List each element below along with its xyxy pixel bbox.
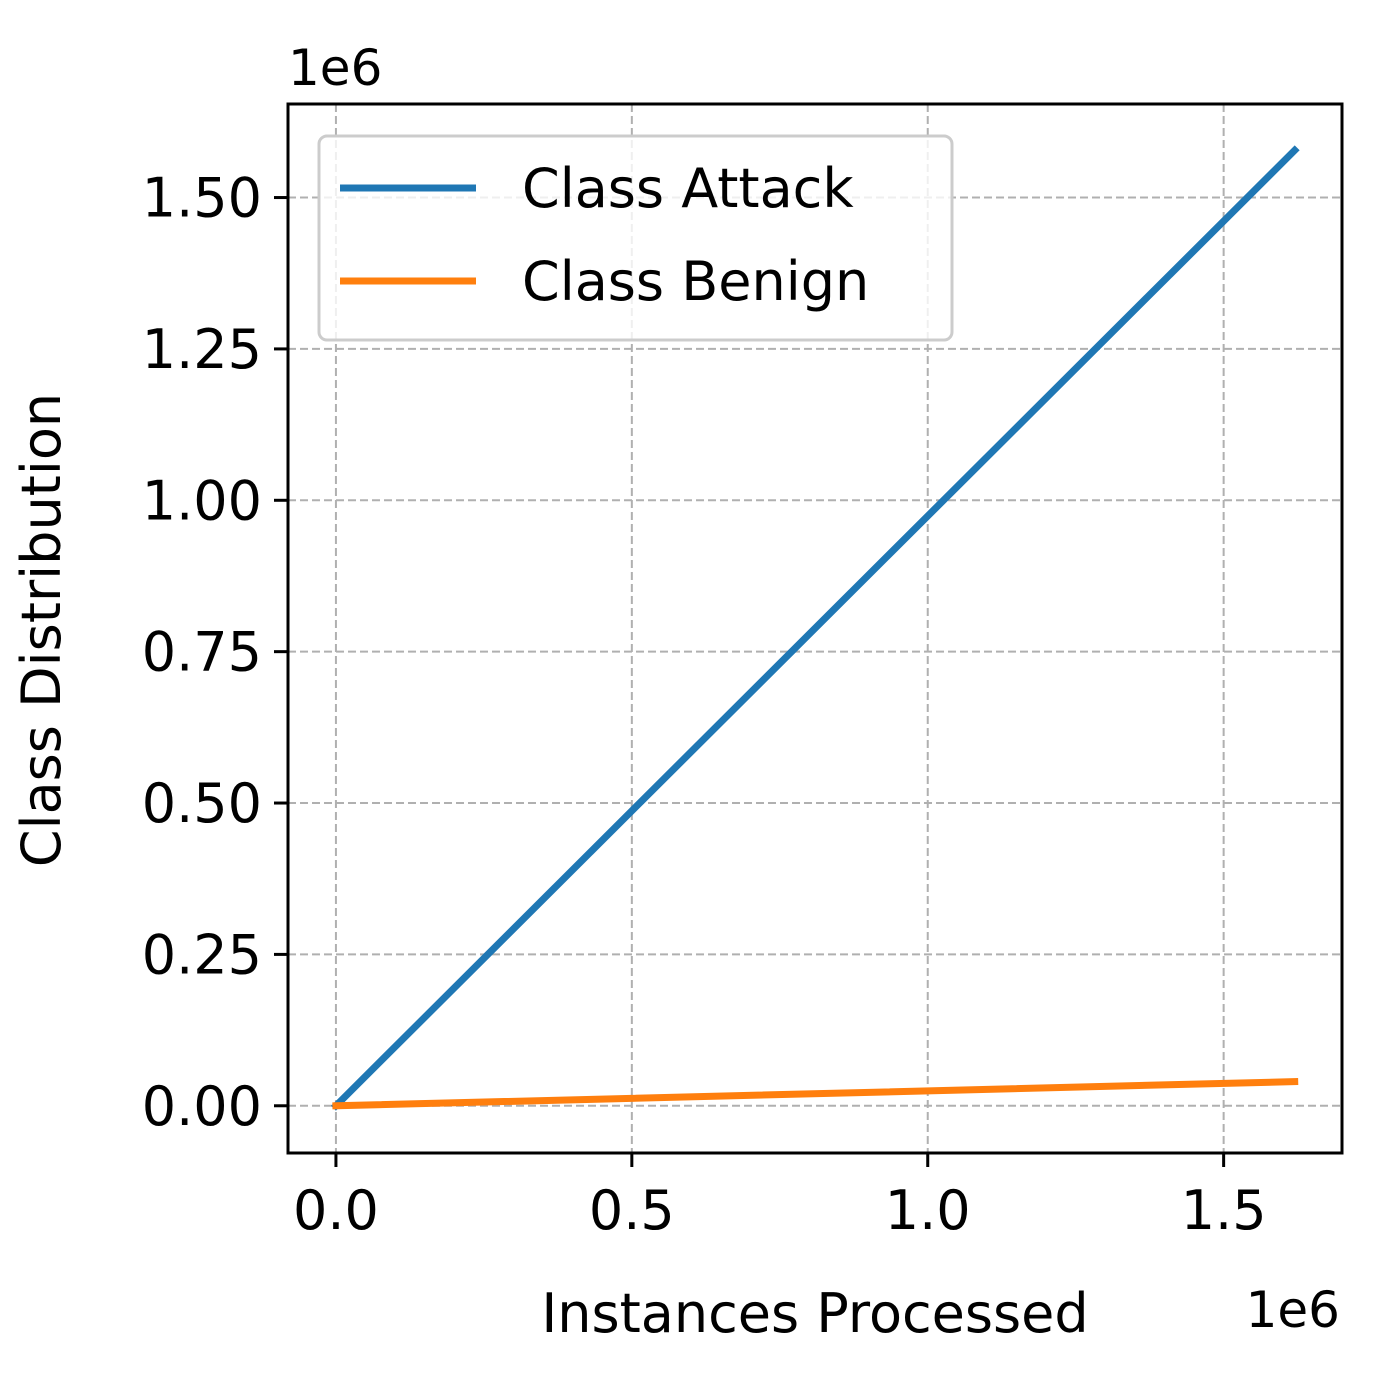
y-tick-label: 0.50 [142, 772, 262, 835]
x-axis-ticks: 0.0 0.5 1.0 1.5 [293, 1153, 1267, 1242]
y-tick-label: 1.25 [142, 318, 262, 381]
legend-label-attack: Class Attack [522, 157, 854, 220]
x-tick-label: 0.0 [293, 1179, 379, 1242]
series-line-attack [330, 145, 1300, 1111]
series-lines [330, 145, 1300, 1111]
legend-box [317, 134, 954, 342]
y-tick-label: 0.00 [142, 1075, 262, 1138]
y-tick-label: 1.00 [142, 469, 262, 532]
x-tick-label: 1.5 [1181, 1179, 1267, 1242]
x-tick-label: 1.0 [885, 1179, 971, 1242]
x-offset-label: 1e6 [1246, 1281, 1340, 1339]
x-tick-label: 0.5 [589, 1179, 675, 1242]
x-axis-label: Instances Processed [541, 1282, 1088, 1345]
legend-label-benign: Class Benign [522, 250, 869, 313]
legend: Class Attack Class Benign [317, 134, 954, 342]
y-offset-label: 1e6 [288, 39, 382, 97]
y-axis-ticks: 0.00 0.25 0.50 0.75 1.00 1.25 1.50 [142, 167, 288, 1138]
series-line-benign [332, 1078, 1299, 1110]
y-axis-label: Class Distribution [10, 393, 73, 867]
y-tick-label: 0.75 [142, 621, 262, 684]
y-tick-label: 0.25 [142, 923, 262, 986]
y-tick-label: 1.50 [142, 167, 262, 230]
plot-frame [286, 102, 1344, 1155]
